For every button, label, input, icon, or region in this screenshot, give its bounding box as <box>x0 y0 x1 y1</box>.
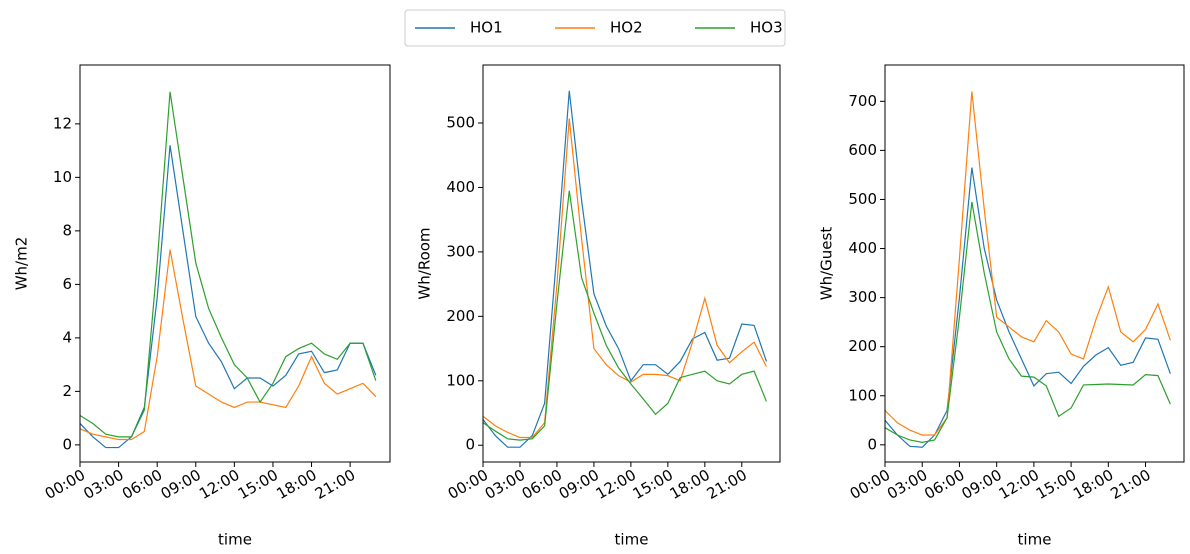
x-tick-label: 12:00 <box>996 466 1042 503</box>
y-tick-label: 0 <box>465 436 475 454</box>
y-axis-label: Wh/Room <box>416 227 434 299</box>
x-tick-label: 09:00 <box>556 466 602 503</box>
series-line <box>80 145 377 449</box>
y-tick-label: 500 <box>446 114 475 132</box>
x-tick-label: 18:00 <box>1070 466 1116 503</box>
y-tick-label: 0 <box>867 435 877 453</box>
y-tick-label: 6 <box>62 275 72 293</box>
y-tick-label: 300 <box>446 242 475 260</box>
series-line <box>80 91 377 438</box>
x-axis-label: time <box>1018 531 1052 549</box>
series-line <box>483 190 767 441</box>
y-axis-label: Wh/m2 <box>13 237 31 291</box>
y-tick-label: 600 <box>848 141 877 159</box>
series-line <box>80 249 377 441</box>
y-tick-label: 200 <box>446 307 475 325</box>
legend-label: HO3 <box>750 19 783 37</box>
legend-label: HO1 <box>470 19 503 37</box>
y-tick-label: 100 <box>446 371 475 389</box>
x-tick-label: 09:00 <box>958 466 1004 503</box>
legend-label: HO2 <box>610 19 643 37</box>
axes-frame <box>884 64 1185 463</box>
x-tick-label: 21:00 <box>1107 466 1153 503</box>
y-tick-label: 8 <box>62 221 72 239</box>
y-tick-label: 400 <box>446 178 475 196</box>
x-tick-label: 15:00 <box>1033 466 1079 503</box>
y-tick-label: 400 <box>848 239 877 257</box>
x-tick-label: 03:00 <box>482 466 528 503</box>
x-tick-label: 18:00 <box>273 466 319 503</box>
series-line <box>885 91 1171 436</box>
y-tick-label: 500 <box>848 190 877 208</box>
x-tick-label: 06:00 <box>921 466 967 503</box>
x-tick-label: 09:00 <box>158 466 204 503</box>
y-tick-label: 700 <box>848 92 877 110</box>
y-tick-label: 200 <box>848 337 877 355</box>
axes-frame <box>482 64 781 463</box>
axes-frame <box>79 64 391 463</box>
y-tick-label: 300 <box>848 288 877 306</box>
series-line <box>483 90 768 448</box>
x-tick-label: 15:00 <box>630 466 676 503</box>
x-axis-label: time <box>615 531 649 549</box>
y-tick-label: 100 <box>848 386 877 404</box>
y-tick-label: 10 <box>53 168 72 186</box>
y-tick-label: 0 <box>62 435 72 453</box>
x-axis-label: time <box>218 531 252 549</box>
y-tick-label: 12 <box>53 114 72 132</box>
y-axis-label: Wh/Guest <box>818 227 836 301</box>
x-tick-label: 21:00 <box>312 466 358 503</box>
x-tick-label: 15:00 <box>235 466 281 503</box>
series-line <box>885 201 1171 443</box>
x-tick-label: 21:00 <box>704 466 750 503</box>
y-tick-label: 2 <box>62 382 72 400</box>
x-tick-label: 00:00 <box>847 466 893 503</box>
series-line <box>885 167 1171 448</box>
x-tick-label: 03:00 <box>884 466 930 503</box>
y-tick-label: 4 <box>62 328 72 346</box>
x-tick-label: 12:00 <box>196 466 242 503</box>
x-tick-label: 06:00 <box>119 466 165 503</box>
x-tick-label: 18:00 <box>667 466 713 503</box>
x-tick-label: 03:00 <box>80 466 126 503</box>
x-tick-label: 00:00 <box>445 466 491 503</box>
x-tick-label: 12:00 <box>593 466 639 503</box>
x-tick-label: 00:00 <box>42 466 88 503</box>
x-tick-label: 06:00 <box>519 466 565 503</box>
series-line <box>483 118 767 439</box>
